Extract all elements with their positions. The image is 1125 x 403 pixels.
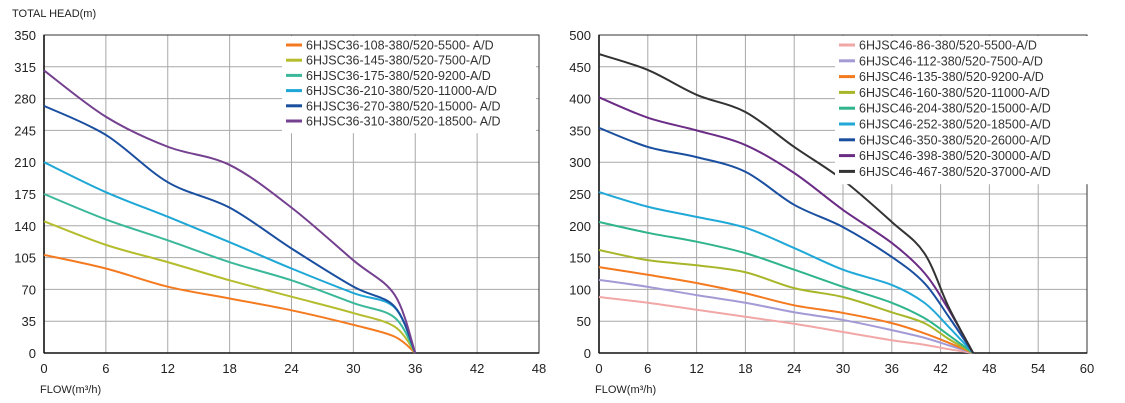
series-line: [598, 96, 975, 354]
legend: 6HJSC36-108-380/520-5500- A/D6HJSC36-145…: [282, 36, 536, 134]
y-tick-label: 245: [14, 123, 36, 138]
y-tick-label: 500: [569, 28, 591, 43]
legend-label: 6HJSC36-270-380/520-15000- A/D: [306, 99, 501, 113]
y-tick-label: 150: [569, 251, 591, 266]
series-line: [598, 221, 974, 354]
x-tick-label: 30: [836, 361, 850, 376]
y-tick-label: 200: [569, 219, 591, 234]
y-tick-label: 250: [569, 187, 591, 202]
legend-label: 6HJSC46-135-380/520-9200-A/D: [859, 70, 1044, 84]
y-tick-label: 105: [14, 251, 36, 266]
legend-label: 6HJSC46-467-380/520-37000-A/D: [859, 165, 1051, 179]
series-line: [598, 266, 974, 354]
y-tick-label: 140: [14, 219, 36, 234]
x-axis-label: FLOW(m³/h): [40, 384, 101, 396]
x-tick-label: 0: [40, 361, 47, 376]
series-line: [598, 278, 974, 354]
legend-label: 6HJSC36-210-380/520-11000-A/D: [306, 84, 497, 98]
series-line: [43, 193, 417, 354]
legend-label: 6HJSC46-86-380/520-5500-A/D: [859, 39, 1037, 53]
chart-1: 0 6 12 18 24 30 36 42 48 0 35 70 105 140 175 210 245 280 3…: [12, 8, 546, 396]
y-tick-label: 350: [14, 28, 36, 43]
series-line: [598, 248, 974, 354]
y-tick-label: 280: [14, 92, 36, 107]
x-tick-label: 42: [470, 361, 484, 376]
x-tick-label: 12: [689, 361, 703, 376]
series-line: [43, 104, 417, 354]
y-tick-label: 315: [14, 60, 36, 75]
y-tick-label: 100: [569, 282, 591, 297]
x-tick-label: 36: [885, 361, 899, 376]
legend-label: 6HJSC46-204-380/520-15000-A/D: [859, 102, 1051, 116]
x-tick-label: 18: [222, 361, 236, 376]
x-tick-label: 12: [161, 361, 175, 376]
x-tick-label: 30: [346, 361, 360, 376]
x-tick-label: 48: [982, 361, 996, 376]
legend-box: [282, 36, 536, 134]
legend-label: 6HJSC36-310-380/520-18500- A/D: [306, 115, 501, 129]
series-line: [598, 296, 974, 354]
y-tick-label: 35: [22, 314, 36, 329]
y-tick-label: 300: [569, 155, 591, 170]
legend-box: [835, 36, 1088, 185]
x-tick-label: 24: [284, 361, 298, 376]
x-tick-label: 42: [933, 361, 947, 376]
x-tick-label: 6: [102, 361, 109, 376]
legend-label: 6HJSC36-108-380/520-5500- A/D: [306, 39, 494, 53]
legend-label: 6HJSC46-252-380/520-18500-A/D: [859, 118, 1051, 132]
y-tick-label: 0: [29, 346, 36, 361]
series-line: [598, 53, 975, 354]
y-axis-label: TOTAL HEAD(m): [12, 8, 96, 20]
series-line: [43, 161, 417, 354]
legend-label: 6HJSC36-145-380/520-7500-A/D: [306, 54, 491, 68]
series-line: [598, 191, 974, 354]
series-line: [598, 126, 974, 354]
legend-label: 6HJSC46-112-380/520-7500-A/D: [859, 54, 1043, 68]
legend-label: 6HJSC46-350-380/520-26000-A/D: [859, 133, 1051, 147]
x-tick-label: 60: [1080, 361, 1094, 376]
y-tick-label: 0: [584, 346, 591, 361]
y-tick-label: 210: [14, 155, 36, 170]
x-axis-label: FLOW(m³/h): [595, 384, 656, 396]
series-line: [43, 253, 416, 354]
y-tick-label: 50: [577, 314, 591, 329]
series-line: [43, 69, 417, 354]
x-tick-label: 24: [787, 361, 801, 376]
legend-label: 6HJSC36-175-380/520-9200-A/D: [306, 69, 491, 83]
series-line: [43, 220, 417, 354]
y-tick-label: 70: [22, 282, 36, 297]
legend-label: 6HJSC46-398-380/520-30000-A/D: [859, 149, 1051, 163]
y-tick-label: 175: [14, 187, 36, 202]
x-tick-label: 18: [738, 361, 752, 376]
x-tick-label: 36: [408, 361, 422, 376]
legend-label: 6HJSC46-160-380/520-11000-A/D: [859, 86, 1050, 100]
y-tick-label: 400: [569, 92, 591, 107]
x-tick-label: 54: [1031, 361, 1045, 376]
x-tick-label: 0: [595, 361, 602, 376]
x-tick-label: 48: [532, 361, 546, 376]
y-tick-label: 350: [569, 123, 591, 138]
chart-2: 0 6 12 18 24 30 36 42 48 54 60 0 50 100 150 200 250 300 35…: [569, 28, 1094, 396]
x-tick-label: 6: [644, 361, 651, 376]
y-tick-label: 450: [569, 60, 591, 75]
legend: 6HJSC46-86-380/520-5500-A/D6HJSC46-112-3…: [835, 36, 1088, 185]
